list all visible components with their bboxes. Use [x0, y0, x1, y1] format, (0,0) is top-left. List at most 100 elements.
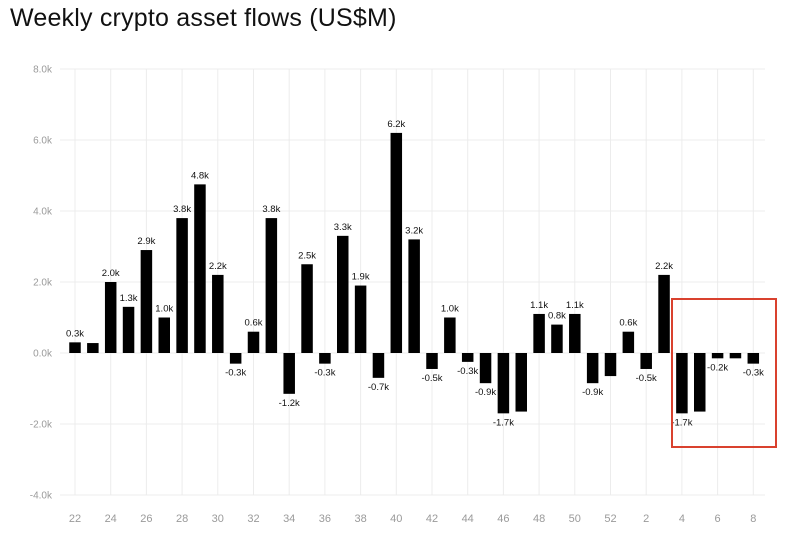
bar: [479, 353, 492, 384]
x-tick-label: 32: [247, 513, 259, 525]
data-label: 6.2k: [387, 119, 405, 130]
x-tick-label: 48: [533, 513, 545, 525]
data-label: 3.3k: [334, 222, 352, 233]
x-tick-label: 44: [462, 513, 474, 525]
bar: [337, 235, 349, 353]
data-label: -0.3k: [314, 368, 335, 379]
y-tick-label: 2.0k: [33, 278, 53, 289]
x-tick-label: 24: [105, 513, 117, 525]
data-label: 0.3k: [66, 328, 84, 339]
data-label: -1.7k: [671, 417, 692, 428]
bars: [69, 132, 760, 414]
x-tick-label: 4: [679, 513, 685, 525]
data-label: 1.3k: [120, 293, 138, 304]
y-tick-label: 4.0k: [33, 207, 53, 218]
bar: [747, 353, 760, 364]
bar: [194, 184, 206, 353]
data-label: 1.0k: [441, 304, 459, 315]
bar: [515, 353, 527, 412]
bar: [354, 285, 367, 353]
data-label: 0.8k: [548, 311, 566, 322]
bar: [69, 342, 81, 353]
bar: [87, 343, 99, 353]
data-label: 2.0k: [102, 268, 120, 279]
data-label: 2.9k: [137, 236, 155, 247]
data-label: 0.6k: [245, 318, 263, 329]
data-label: -0.3k: [457, 366, 478, 377]
bar: [390, 132, 403, 353]
x-tick-label: 26: [140, 513, 152, 525]
bar: [461, 353, 474, 362]
data-label: -0.5k: [636, 373, 657, 384]
bar: [265, 218, 278, 353]
bar: [551, 324, 563, 353]
bar: [247, 331, 260, 353]
data-label: 1.1k: [530, 300, 548, 311]
data-label: 3.8k: [262, 204, 280, 215]
x-tick-label: 34: [283, 513, 295, 525]
bar: [140, 250, 153, 353]
bar: [676, 353, 688, 414]
x-tick-label: 40: [390, 513, 402, 525]
data-label: 0.6k: [619, 318, 637, 329]
bar: [158, 317, 170, 353]
bar: [586, 353, 599, 384]
x-tick-label: 22: [69, 513, 81, 525]
data-label: 1.0k: [155, 304, 173, 315]
data-label: -1.2k: [279, 398, 300, 409]
chart-title: Weekly crypto asset flows (US$M): [10, 4, 397, 32]
bar: [694, 353, 706, 412]
data-label: -0.9k: [475, 387, 496, 398]
x-tick-label: 50: [569, 513, 581, 525]
data-label: -0.2k: [707, 362, 728, 373]
data-label: 4.8k: [191, 170, 209, 181]
data-label: 3.8k: [173, 204, 191, 215]
x-tick-label: 36: [319, 513, 331, 525]
data-label: 2.2k: [209, 261, 227, 272]
data-label: -0.9k: [582, 387, 603, 398]
x-tick-label: 38: [354, 513, 366, 525]
data-labels: 0.3k 2.0k 1.3k 2.9k 1.0k 3.8k 4.8k 2.2k -0.3k 0.6…: [66, 119, 764, 428]
x-tick-label: 6: [715, 513, 721, 525]
y-tick-label: 8.0k: [33, 65, 53, 76]
bar: [176, 218, 188, 353]
data-label: -0.7k: [368, 382, 389, 393]
bar: [533, 313, 545, 353]
data-label: 1.9k: [352, 272, 370, 283]
bar: [497, 353, 510, 414]
bar: [104, 282, 117, 353]
x-tick-label: 28: [176, 513, 188, 525]
bar: [301, 264, 313, 353]
bar: [604, 353, 617, 377]
bar: [658, 274, 670, 353]
x-tick-label: 52: [604, 513, 616, 525]
bar: [711, 353, 724, 359]
bar: [319, 353, 331, 364]
bar: [640, 353, 652, 369]
x-tick-label: 2: [643, 513, 649, 525]
bar: [408, 239, 420, 353]
bar: [212, 274, 224, 353]
y-tick-label: 6.0k: [33, 136, 53, 147]
data-label: -1.7k: [493, 417, 514, 428]
bar: [729, 353, 742, 359]
bar: [122, 306, 135, 353]
bar: [444, 317, 456, 353]
x-tick-label: 42: [426, 513, 438, 525]
data-label: 1.1k: [566, 300, 584, 311]
x-tick-label: 30: [212, 513, 224, 525]
y-axis: 8.0k 6.0k 4.0k 2.0k 0.0k -2.0k -4.0k: [30, 65, 53, 502]
bar: [372, 353, 385, 378]
data-label: 2.5k: [298, 250, 316, 261]
highlight-rect: [671, 298, 777, 448]
data-label: -0.5k: [421, 373, 442, 384]
data-label: -0.3k: [225, 368, 246, 379]
bar: [569, 313, 581, 353]
bar: [622, 331, 635, 353]
y-tick-label: 0.0k: [33, 349, 53, 360]
data-label: 3.2k: [405, 225, 423, 236]
bar: [426, 353, 438, 369]
highlight-box: [671, 298, 777, 448]
x-tick-label: 46: [497, 513, 509, 525]
